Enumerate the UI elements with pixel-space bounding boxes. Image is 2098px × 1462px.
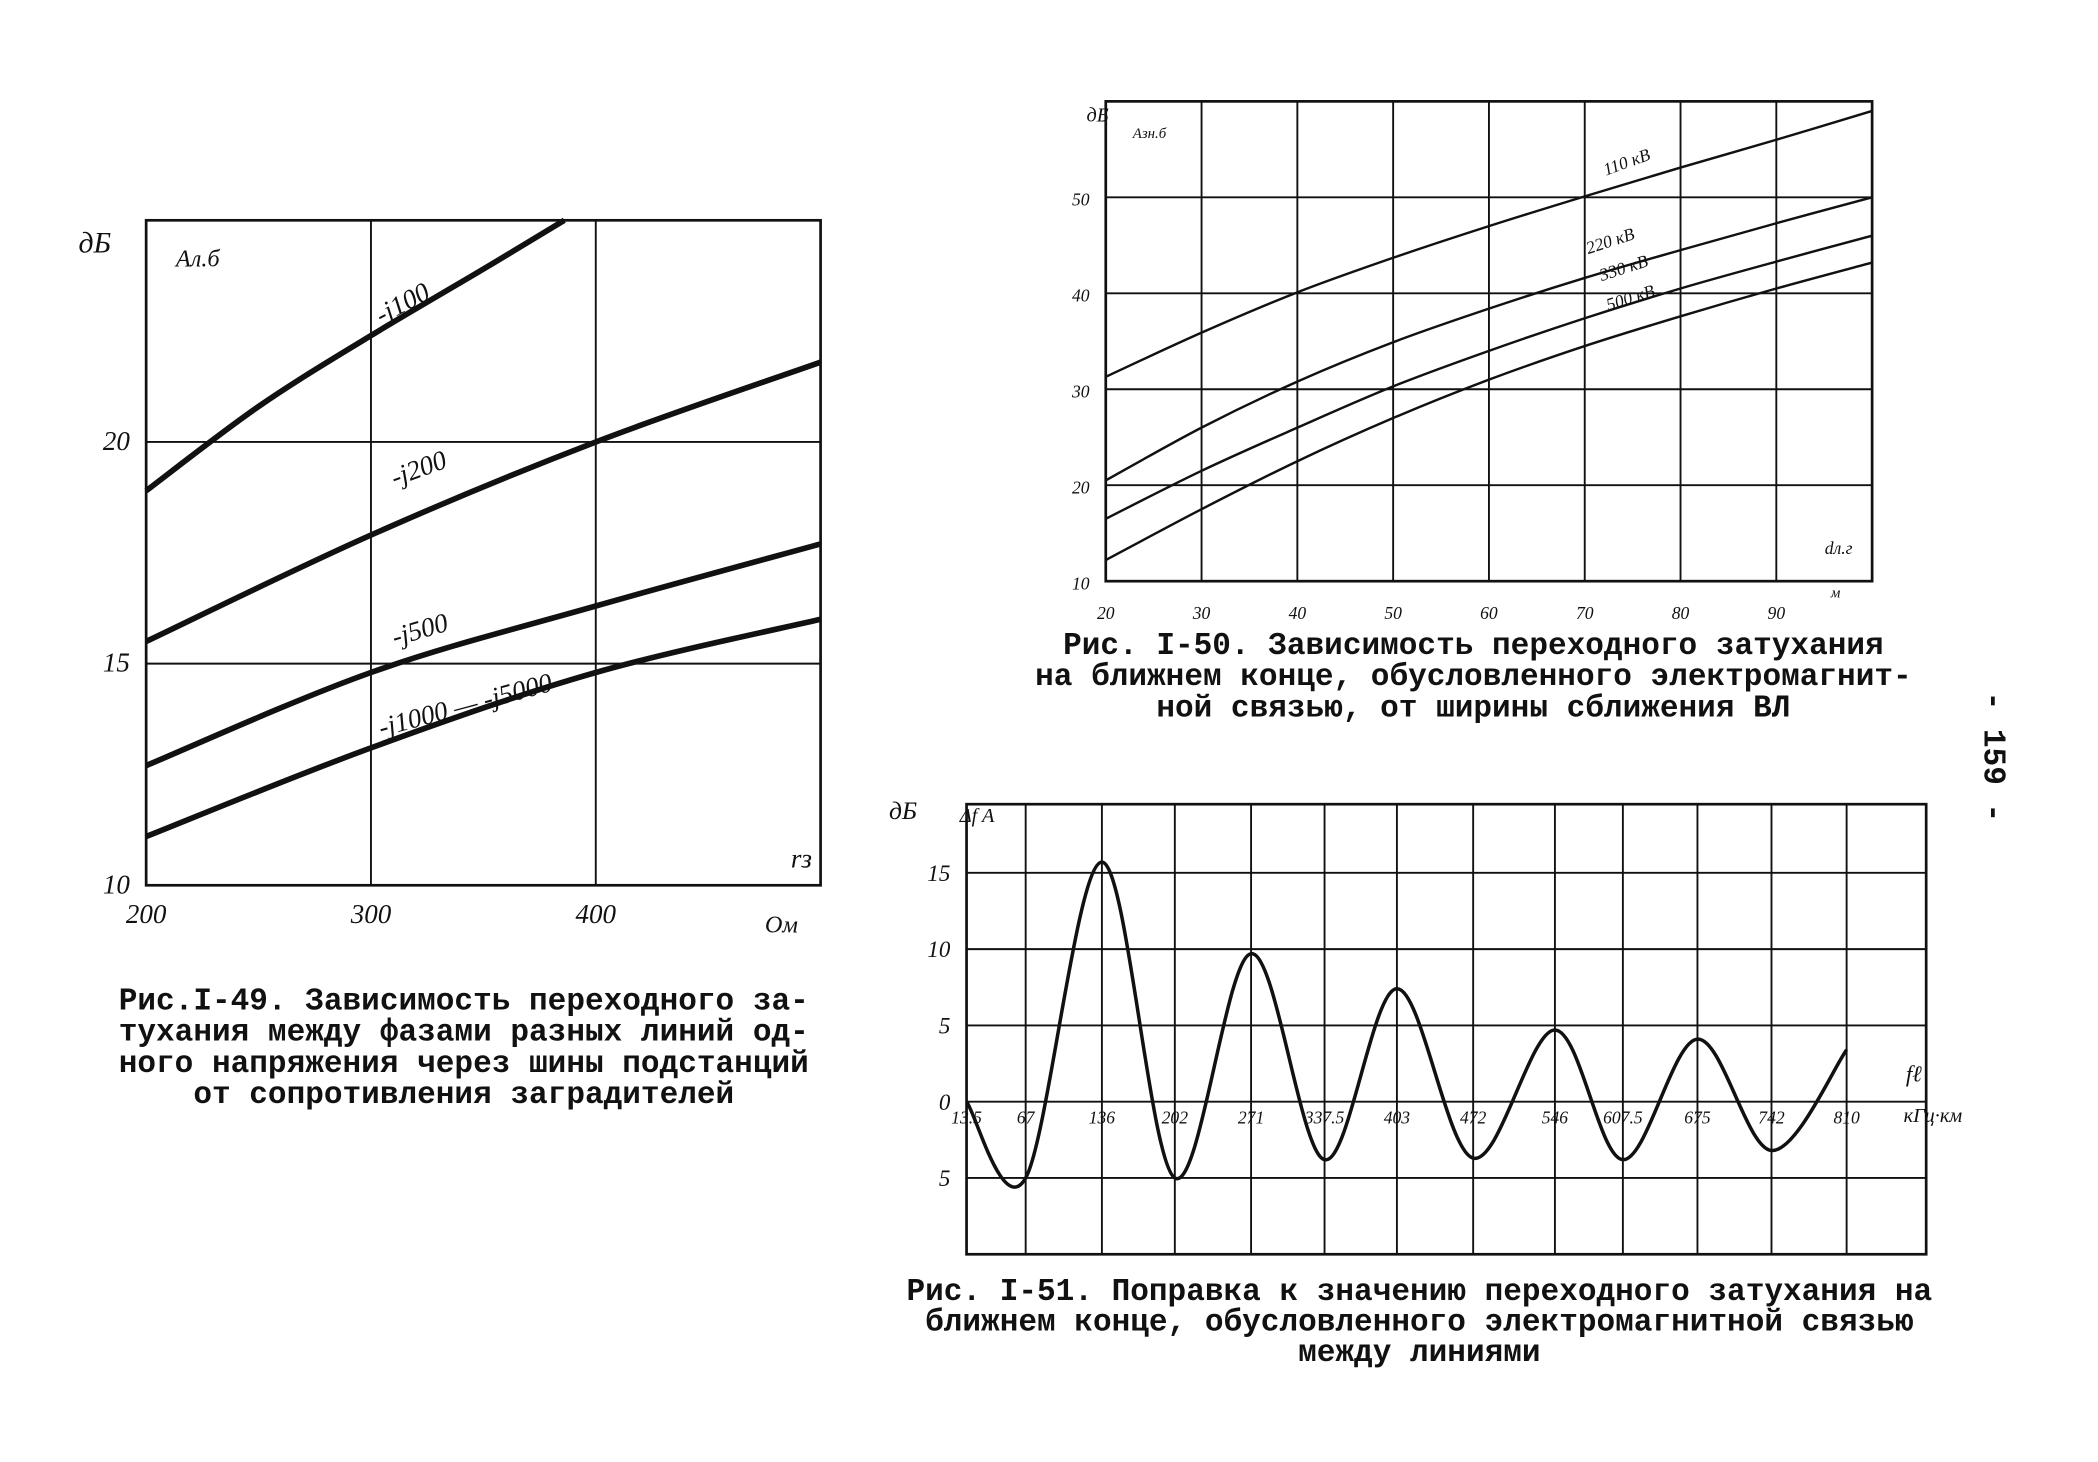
curve-label: -j100 xyxy=(370,276,435,329)
page-number: - 159 - xyxy=(1974,692,2009,823)
x-tick-label: 80 xyxy=(1672,603,1690,623)
curve-label: -j1000 — -j5000 xyxy=(375,667,556,742)
x-tick-label: 136 xyxy=(1089,1107,1116,1127)
x-axis-label: dл.г xyxy=(1825,538,1853,558)
x-tick-label: 202 xyxy=(1162,1107,1189,1127)
x-tick-label: 67 xyxy=(1017,1107,1036,1127)
x-unit: м xyxy=(1830,585,1841,601)
x-tick-label: 70 xyxy=(1576,603,1594,623)
caption-line: Рис. I-51. Поправка к значению переходно… xyxy=(906,1275,1932,1310)
y-symbol: Aзн.б xyxy=(1132,126,1167,142)
curve xyxy=(1105,261,1873,562)
curve-label: 110 кВ xyxy=(1600,144,1653,179)
y-tick-label: 50 xyxy=(1072,189,1090,209)
x-tick-label: 546 xyxy=(1542,1107,1569,1127)
plot-frame xyxy=(144,218,822,887)
x-tick-label: 675 xyxy=(1684,1107,1711,1127)
caption-line: ного напряжения через шины подстанций xyxy=(119,1047,809,1082)
x-tick-label: 337.5 xyxy=(1304,1107,1345,1127)
x-axis-label: rз xyxy=(791,844,812,874)
x-tick-label: 400 xyxy=(576,899,617,929)
curve xyxy=(965,860,1849,1189)
curve xyxy=(144,217,566,494)
x-tick-label: 607.5 xyxy=(1603,1107,1643,1127)
caption-line: Рис.I-49. Зависимость переходного за- xyxy=(119,985,809,1020)
y-tick-label: 40 xyxy=(1072,285,1090,305)
x-axis-label: fℓ xyxy=(1906,1061,1922,1086)
caption-line: на ближнем конце, обусловленного электро… xyxy=(1035,660,1912,695)
caption-line: ной связью, от ширины сближения ВЛ xyxy=(1156,691,1790,726)
caption-line: ближнем конце, обусловленного электромаг… xyxy=(925,1306,1914,1341)
x-tick-label: 20 xyxy=(1097,603,1115,623)
caption-line: тухания между фазами разных линий од- xyxy=(119,1016,809,1051)
y-axis-label: дБ xyxy=(889,796,917,825)
y-tick-label: 15 xyxy=(103,648,130,678)
x-tick-label: 90 xyxy=(1768,603,1786,623)
curve-label: -j200 xyxy=(387,444,451,492)
y-tick-label: 20 xyxy=(103,426,131,456)
x-unit: кГц·км xyxy=(1904,1105,1963,1127)
x-tick-label: 200 xyxy=(126,899,167,929)
curve xyxy=(1105,196,1873,482)
x-unit: Ом xyxy=(765,912,798,939)
x-tick-label: 271 xyxy=(1238,1107,1264,1127)
curve xyxy=(144,359,822,645)
caption-line: Рис. I-50. Зависимость переходного затух… xyxy=(1063,629,1884,664)
curve xyxy=(1105,109,1873,378)
x-tick-label: 403 xyxy=(1384,1107,1411,1127)
x-tick-label: 60 xyxy=(1480,603,1498,623)
y-axis-label: дБ xyxy=(1087,105,1109,127)
y-tick-label: 15 xyxy=(927,861,950,886)
x-tick-label: 30 xyxy=(1192,603,1211,623)
y-tick-label: 10 xyxy=(1072,573,1090,593)
caption-line: между линиями xyxy=(1298,1336,1540,1371)
y-tick-label: 30 xyxy=(1071,381,1090,401)
curve-label: 330 кВ xyxy=(1596,250,1651,285)
curve xyxy=(1105,234,1873,520)
x-tick-label: 40 xyxy=(1289,603,1307,623)
y-tick-label: 20 xyxy=(1072,477,1090,497)
curve xyxy=(145,541,822,769)
curve xyxy=(145,616,822,840)
caption-line: от сопротивления заградителей xyxy=(193,1078,734,1113)
x-tick-label: 742 xyxy=(1758,1107,1785,1127)
y-tick-label: 0 xyxy=(939,1090,951,1115)
curve-label: -j500 xyxy=(388,607,452,652)
x-tick-label: 472 xyxy=(1460,1107,1487,1127)
y-axis-label: дБ xyxy=(78,228,111,260)
y-tick-label: 10 xyxy=(103,869,131,899)
y-symbol: Δf A xyxy=(959,805,995,827)
curve-label: 220 кВ xyxy=(1583,223,1637,257)
y-tick-label: 10 xyxy=(927,937,950,962)
x-tick-label: 810 xyxy=(1833,1107,1860,1127)
y-symbol: Aл.б xyxy=(174,245,221,272)
x-tick-label: 50 xyxy=(1384,603,1402,623)
y-tick-label: 5 xyxy=(939,1166,950,1191)
y-tick-label: 5 xyxy=(939,1014,950,1039)
x-tick-label: 300 xyxy=(350,899,392,929)
curve-label: 500 кВ xyxy=(1604,280,1658,314)
